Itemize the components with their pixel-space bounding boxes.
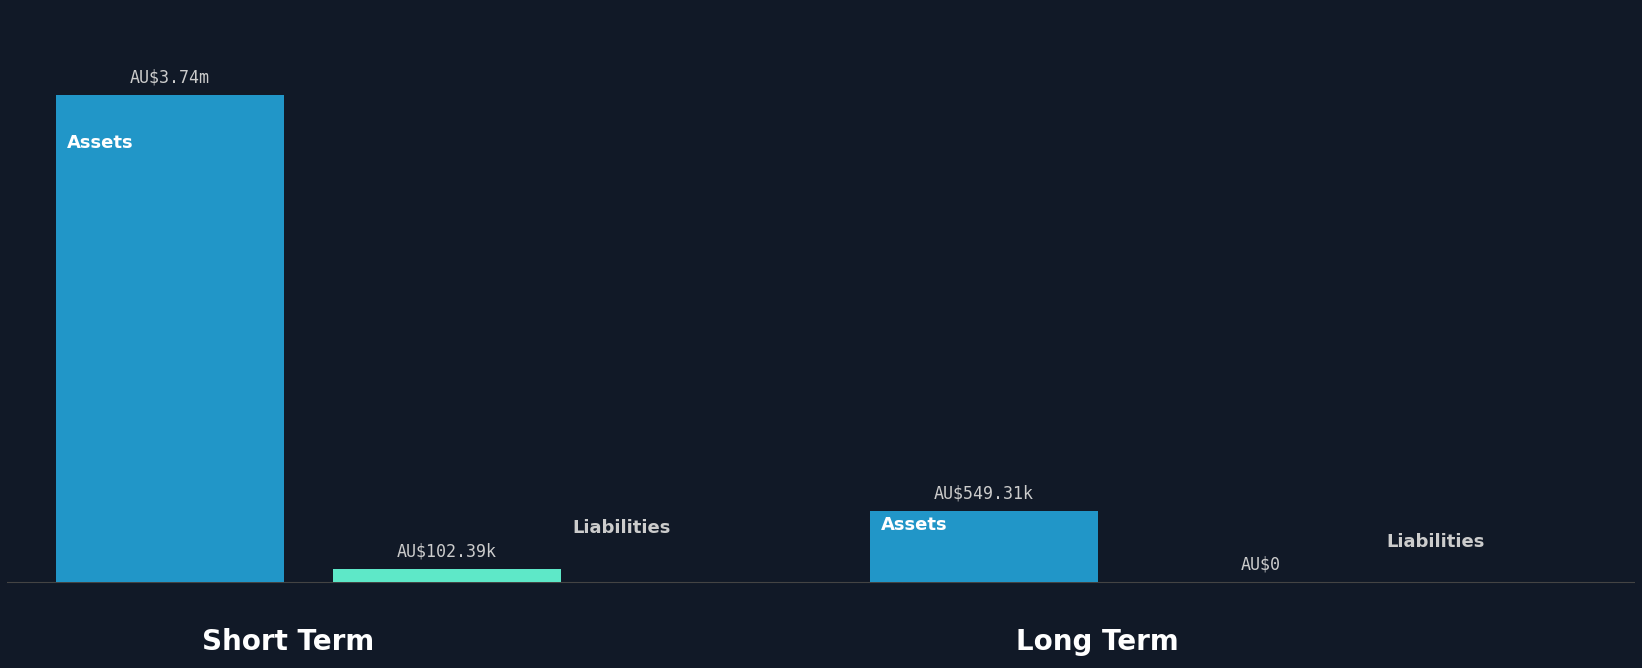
Text: Assets: Assets [882,516,947,534]
Text: Liabilities: Liabilities [571,520,670,537]
Text: AU$0: AU$0 [1241,556,1281,574]
Bar [870,511,1098,582]
Bar [333,569,560,582]
Text: Short Term: Short Term [202,629,374,657]
Bar [56,95,284,582]
Text: Liabilities: Liabilities [1386,532,1484,550]
Text: AU$549.31k: AU$549.31k [934,484,1034,502]
Text: AU$3.74m: AU$3.74m [130,68,210,86]
Text: AU$102.39k: AU$102.39k [396,542,496,560]
Text: Assets: Assets [67,134,133,152]
Text: Long Term: Long Term [1016,629,1179,657]
